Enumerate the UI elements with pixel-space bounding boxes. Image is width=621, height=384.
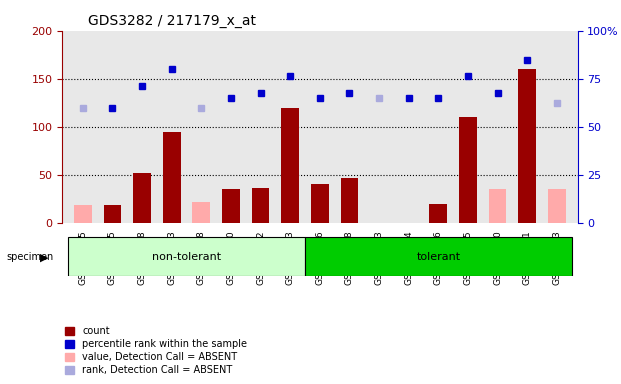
Bar <box>281 108 299 223</box>
Legend: count, percentile rank within the sample, value, Detection Call = ABSENT, rank, : count, percentile rank within the sample… <box>61 323 251 379</box>
Bar <box>311 184 329 223</box>
Bar <box>133 173 151 223</box>
Bar <box>429 204 447 223</box>
Bar <box>340 178 358 223</box>
Text: specimen: specimen <box>6 252 53 262</box>
Bar <box>489 189 507 223</box>
FancyBboxPatch shape <box>68 237 305 276</box>
Text: non-tolerant: non-tolerant <box>152 252 221 262</box>
Text: ▶: ▶ <box>40 252 49 262</box>
Bar <box>519 69 536 223</box>
FancyBboxPatch shape <box>305 237 571 276</box>
Bar <box>193 202 211 223</box>
Bar <box>548 189 566 223</box>
Text: tolerant: tolerant <box>416 252 460 262</box>
Bar <box>74 205 92 223</box>
Bar <box>163 131 181 223</box>
Bar <box>252 188 270 223</box>
Text: GDS3282 / 217179_x_at: GDS3282 / 217179_x_at <box>88 14 256 28</box>
Bar <box>222 189 240 223</box>
Bar <box>459 117 477 223</box>
Bar <box>104 205 121 223</box>
